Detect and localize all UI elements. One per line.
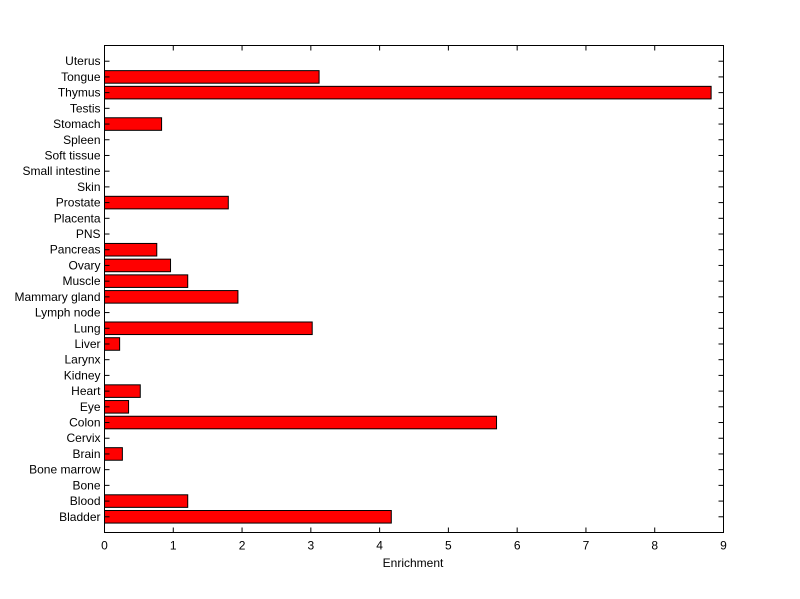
- x-tick-label: 8: [651, 539, 658, 553]
- x-tick-label: 0: [101, 539, 108, 553]
- y-tick-label: Muscle: [62, 274, 100, 288]
- x-tick-label: 4: [376, 539, 383, 553]
- bars-group: [104, 70, 712, 524]
- x-tick-label: 3: [307, 539, 314, 553]
- y-tick-label: Mammary gland: [14, 290, 100, 304]
- y-tick-label: Tongue: [61, 70, 101, 84]
- x-tick-label: 9: [720, 539, 727, 553]
- bar-muscle: [104, 274, 189, 288]
- y-tick-label: Brain: [72, 447, 100, 461]
- y-tick-label: Soft tissue: [44, 148, 100, 162]
- bar-ovary: [104, 258, 172, 273]
- y-tick-label: Thymus: [58, 86, 101, 100]
- y-tick-label: Stomach: [53, 117, 100, 131]
- y-tick-label: PNS: [76, 227, 101, 241]
- y-tick-label: Small intestine: [22, 164, 100, 178]
- y-tick-label: Lung: [74, 321, 101, 335]
- bar-pancreas: [104, 242, 158, 257]
- bar-bladder: [104, 510, 392, 524]
- bar-tongue: [104, 70, 320, 84]
- x-tick-label: 2: [239, 539, 246, 553]
- y-tick-label: Heart: [71, 384, 101, 398]
- y-tick-label: Eye: [80, 400, 101, 414]
- bar-mammary-gland: [104, 290, 239, 304]
- bar-lung: [104, 321, 313, 336]
- plot-frame: [104, 45, 724, 533]
- x-tick-label: 6: [514, 539, 521, 553]
- y-tick-label: Skin: [77, 180, 100, 194]
- y-tick-label: Uterus: [65, 54, 100, 68]
- bar-blood: [104, 494, 189, 508]
- bar-thymus: [104, 85, 712, 100]
- bar-colon: [104, 415, 498, 430]
- y-tick-label: Testis: [70, 101, 101, 115]
- bar-heart: [104, 384, 141, 398]
- y-tick-label: Cervix: [66, 431, 100, 445]
- y-tick-label: Larynx: [64, 353, 100, 367]
- y-tick-label: Bladder: [59, 510, 100, 524]
- y-tick-label: Kidney: [64, 368, 101, 382]
- y-tick-label: Lymph node: [35, 306, 101, 320]
- x-tick-label: 7: [583, 539, 590, 553]
- y-tick-label: Bone marrow: [29, 463, 101, 477]
- y-tick-label: Spleen: [63, 133, 100, 147]
- y-tick-label: Colon: [69, 416, 100, 430]
- y-tick-label: Pancreas: [50, 243, 101, 257]
- x-tick-label: 5: [445, 539, 452, 553]
- x-axis-label: Enrichment: [383, 556, 444, 570]
- y-tick-label: Ovary: [68, 258, 100, 272]
- bar-stomach: [104, 117, 163, 131]
- bar-prostate: [104, 195, 229, 210]
- y-tick-label: Prostate: [56, 196, 101, 210]
- x-tick-label: 1: [170, 539, 177, 553]
- y-tick-label: Liver: [74, 337, 100, 351]
- y-tick-label: Blood: [70, 494, 101, 508]
- y-tick-label: Bone: [72, 478, 100, 492]
- y-tick-label: Placenta: [54, 211, 101, 225]
